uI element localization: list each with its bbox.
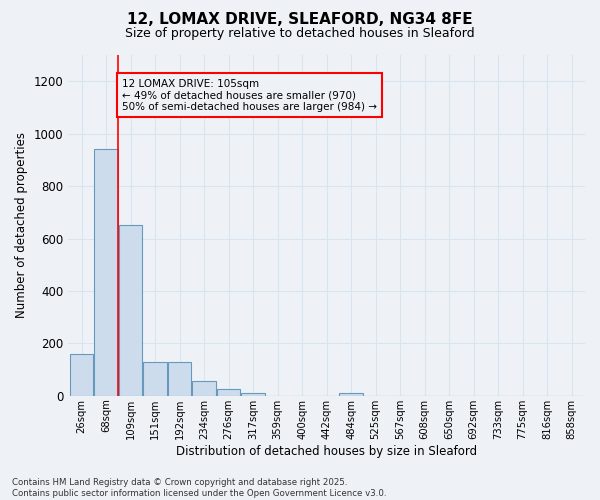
Bar <box>168 362 191 396</box>
X-axis label: Distribution of detached houses by size in Sleaford: Distribution of detached houses by size … <box>176 444 477 458</box>
Bar <box>94 150 118 396</box>
Bar <box>241 392 265 396</box>
Y-axis label: Number of detached properties: Number of detached properties <box>15 132 28 318</box>
Text: 12, LOMAX DRIVE, SLEAFORD, NG34 8FE: 12, LOMAX DRIVE, SLEAFORD, NG34 8FE <box>127 12 473 28</box>
Text: Contains HM Land Registry data © Crown copyright and database right 2025.
Contai: Contains HM Land Registry data © Crown c… <box>12 478 386 498</box>
Bar <box>70 354 93 396</box>
Bar <box>119 226 142 396</box>
Bar <box>340 392 363 396</box>
Bar <box>143 362 167 396</box>
Bar <box>217 389 240 396</box>
Text: 12 LOMAX DRIVE: 105sqm
← 49% of detached houses are smaller (970)
50% of semi-de: 12 LOMAX DRIVE: 105sqm ← 49% of detached… <box>122 78 377 112</box>
Text: Size of property relative to detached houses in Sleaford: Size of property relative to detached ho… <box>125 28 475 40</box>
Bar <box>193 382 216 396</box>
